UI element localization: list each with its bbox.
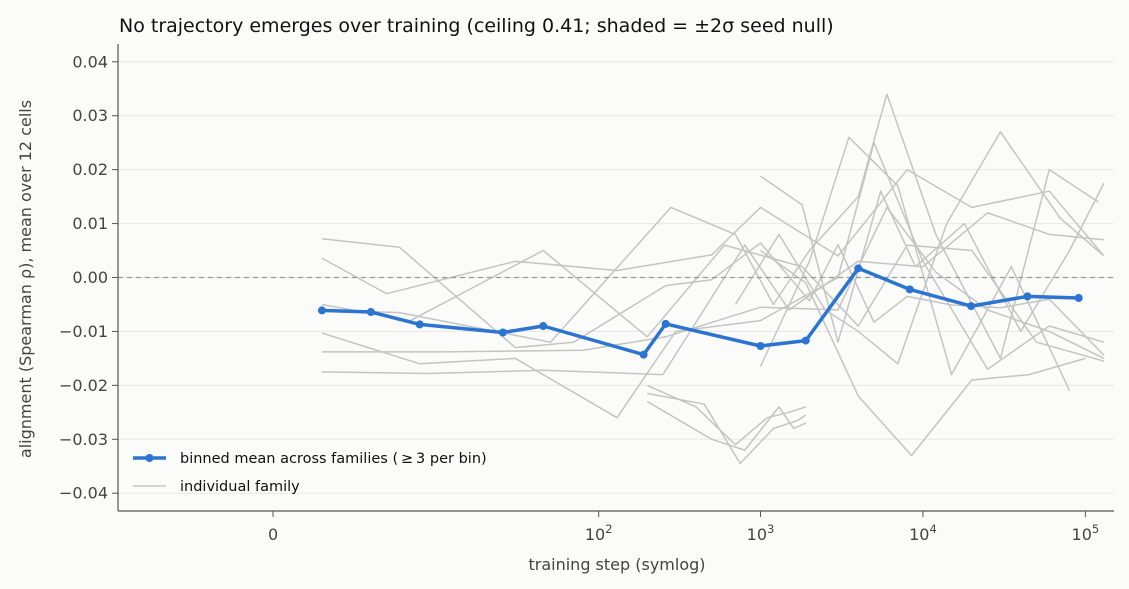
mean-marker xyxy=(756,341,765,350)
family-line xyxy=(321,168,1105,295)
mean-marker xyxy=(1023,292,1032,301)
family-line xyxy=(321,141,1105,419)
mean-marker xyxy=(967,302,976,311)
family-line xyxy=(647,392,807,465)
y-tick-label: −0.02 xyxy=(59,376,108,395)
mean-marker xyxy=(854,264,863,273)
family-line xyxy=(759,136,1071,392)
family-line xyxy=(321,93,1099,360)
y-ticks: 0.04 0.03 0.02 0.01 0.00 −0.01 −0.02 −0.03 −0.04 xyxy=(59,52,118,503)
mean-marker xyxy=(661,319,670,328)
y-tick-label: 0.01 xyxy=(72,214,108,233)
legend-label-family: individual family xyxy=(180,479,300,495)
y-tick-label: −0.04 xyxy=(59,484,108,503)
y-tick-label: 0.00 xyxy=(72,268,108,287)
x-tick-label: 0 xyxy=(268,525,278,544)
y-tick-label: −0.01 xyxy=(59,322,108,341)
x-tick-label: 103 xyxy=(747,522,775,544)
family-line xyxy=(646,400,807,451)
family-line xyxy=(321,212,1104,376)
family-lines xyxy=(321,93,1105,465)
mean-line xyxy=(321,266,1079,357)
mean-marker xyxy=(539,322,548,331)
x-ticks: 0 102 103 104 105 xyxy=(268,511,1099,544)
family-line xyxy=(734,131,1105,365)
family-line xyxy=(321,244,1105,362)
y-tick-label: −0.03 xyxy=(59,430,108,449)
y-axis-label: alignment (Spearman ρ), mean over 12 cel… xyxy=(16,100,35,458)
family-line xyxy=(760,249,1086,457)
mean-marker xyxy=(639,350,648,359)
mean-marker xyxy=(498,328,507,337)
x-tick-label: 104 xyxy=(909,522,937,544)
y-tick-label: 0.02 xyxy=(72,160,108,179)
y-tick-label: 0.03 xyxy=(72,106,108,125)
mean-marker xyxy=(415,320,424,329)
legend-marker-mean xyxy=(145,454,154,462)
x-axis-label: training step (symlog) xyxy=(528,555,705,574)
mean-marker xyxy=(1074,293,1083,302)
x-tick-label: 105 xyxy=(1072,522,1100,544)
chart-title: No trajectory emerges over training (cei… xyxy=(119,15,834,37)
mean-marker xyxy=(905,285,914,294)
family-line xyxy=(760,175,1105,343)
mean-marker xyxy=(317,306,326,315)
legend-label-mean: binned mean across families ( ≥ 3 per bi… xyxy=(180,451,487,467)
family-line xyxy=(646,384,807,446)
legend: binned mean across families ( ≥ 3 per bi… xyxy=(133,451,487,495)
mean-marker xyxy=(801,336,810,345)
mean-marker xyxy=(366,308,375,317)
binned-mean-series xyxy=(317,264,1083,359)
x-tick-label: 102 xyxy=(585,522,613,544)
y-tick-label: 0.04 xyxy=(72,52,108,71)
family-line xyxy=(321,206,1105,360)
